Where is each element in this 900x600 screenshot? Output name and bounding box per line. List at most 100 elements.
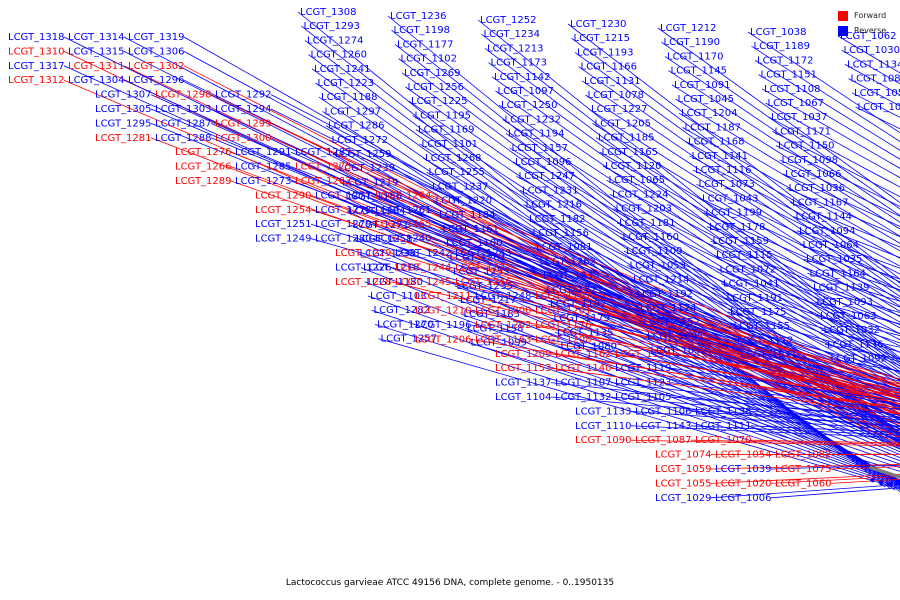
gene-leader-line <box>551 317 900 435</box>
gene-leader-line <box>630 279 900 380</box>
gene-label: LCGT_1132 <box>555 392 612 403</box>
legend-item-reverse: Reverse <box>838 23 886 38</box>
gene-label: LCGT_1071 <box>741 350 798 361</box>
gene-label: LCGT_1217 <box>460 295 517 306</box>
gene-leader-line <box>357 253 900 482</box>
reverse-swatch <box>838 25 848 36</box>
gene-leader-line <box>502 119 900 375</box>
gene-leader-line <box>481 33 900 361</box>
gene-leader-line <box>634 293 900 388</box>
gene-leader-line <box>447 257 900 453</box>
gene-label: LCGT_1102 <box>401 54 458 65</box>
gene-leader-line <box>530 324 900 399</box>
gene-label: LCGT_1185 <box>598 133 655 144</box>
gene-label: LCGT_1172 <box>757 55 814 66</box>
gene-label: LCGT_1108 <box>764 84 821 95</box>
gene-leader-line <box>310 238 900 408</box>
gene-label: LCGT_1218 <box>363 263 420 274</box>
gene-leader-line <box>412 115 900 435</box>
gene-label: LCGT_1216 <box>526 200 583 211</box>
gene-label: LCGT_1199 <box>706 208 763 219</box>
gene-label: LCGT_1228 <box>335 277 392 288</box>
gene-leader-line <box>450 252 900 391</box>
gene-label: LCGT_1196 <box>415 320 472 331</box>
gene-labels: LCGT_1308 LCGT_1293 LCGT_1274 LCGT_1260 LCGT… <box>8 7 900 504</box>
gene-label: LCGT_1197 <box>550 299 607 310</box>
gene-label: LCGT_1250 <box>501 100 558 111</box>
gene-label: LCGT_1264 <box>375 190 432 201</box>
gene-label: LCGT_1087 <box>635 435 692 446</box>
gene-leader-line <box>468 342 900 472</box>
gene-label: LCGT_1090 <box>575 435 632 446</box>
gene-leader-line <box>670 367 900 402</box>
gene-label: LCGT_1186 <box>346 192 403 203</box>
gene-label: LCGT_1029 <box>655 493 712 504</box>
gene-label: LCGT_1143 <box>635 421 692 432</box>
gene-label: LCGT_1097 <box>498 86 555 97</box>
gene-leader-line <box>750 425 900 433</box>
gene-leader-line <box>772 131 900 198</box>
gene-label: LCGT_1099 <box>471 338 528 349</box>
gene-label: LCGT_1041 <box>723 279 780 290</box>
gene-leader-line <box>394 44 900 434</box>
gene-label: LCGT_1154 <box>615 349 672 360</box>
gene-label: LCGT_1091 <box>674 80 731 91</box>
gene-label: LCGT_1300 <box>215 133 272 144</box>
gene-label: LCGT_1175 <box>730 307 787 318</box>
gene-leader-line <box>391 29 900 434</box>
gene-label: LCGT_1151 <box>761 70 818 81</box>
gene-leader-line <box>461 313 900 465</box>
gene-label: LCGT_1213 <box>487 43 544 54</box>
gene-label: LCGT_1272 <box>332 135 389 146</box>
gene-label: LCGT_1093 <box>817 297 874 308</box>
gene-label: LCGT_1201 <box>535 306 592 317</box>
gene-label: LCGT_1187 <box>685 122 742 133</box>
gene-label: LCGT_1190 <box>664 37 721 48</box>
gene-label: LCGT_1152 <box>644 317 701 328</box>
gene-label: LCGT_1156 <box>533 228 590 239</box>
gene-label: LCGT_1092 <box>831 354 888 365</box>
gene-label: LCGT_1204 <box>681 108 738 119</box>
gene-leader-line <box>550 367 900 415</box>
gene-leader-line <box>685 141 900 259</box>
gene-leader-line <box>510 252 900 381</box>
gene-leader-line <box>488 62 900 365</box>
gene-label: LCGT_1231 <box>522 185 579 196</box>
gene-label: LCGT_1066 <box>785 169 842 180</box>
gene-label: LCGT_1160 <box>623 232 680 243</box>
map-caption: Lactococcus garvieae ATCC 49156 DNA, com… <box>285 578 615 588</box>
gene-label: LCGT_1043 <box>702 193 759 204</box>
gene-label: LCGT_1269 <box>404 68 461 79</box>
gene-label: LCGT_1139 <box>813 283 870 294</box>
gene-label: LCGT_1176 <box>535 320 592 331</box>
gene-leader-line <box>210 123 900 421</box>
gene-label: LCGT_1020 <box>715 478 772 489</box>
gene-label: LCGT_1315 <box>68 46 125 57</box>
gene-leader-line <box>63 79 900 439</box>
gene-label: LCGT_1211 <box>415 291 472 302</box>
gene-label: LCGT_1173 <box>491 58 548 69</box>
gene-leader-line <box>450 267 900 394</box>
gene-label: LCGT_1070 <box>695 435 752 446</box>
gene-leader-line <box>270 94 900 421</box>
gene-label: LCGT_1236 <box>390 11 447 22</box>
gene-label: LCGT_1252 <box>480 15 537 26</box>
gene-label: LCGT_1239 <box>339 163 396 174</box>
gene-label: LCGT_1073 <box>699 179 756 190</box>
gene-label: LCGT_1292 <box>215 90 272 101</box>
gene-leader-line <box>270 137 900 412</box>
gene-label: LCGT_1179 <box>554 313 611 324</box>
gene-leader-line <box>430 195 900 387</box>
gene-leader-line <box>498 104 900 372</box>
gene-label: LCGT_1058 <box>854 88 900 99</box>
gene-label: LCGT_1136 <box>827 339 884 350</box>
gene-label: LCGT_1165 <box>602 147 659 158</box>
gene-leader-line <box>495 90 900 370</box>
gene-label: LCGT_1208 <box>535 334 592 345</box>
gene-label: LCGT_1064 <box>803 240 860 251</box>
gene-leader-line <box>574 52 900 288</box>
gene-leader-line <box>350 166 900 399</box>
gene-label: LCGT_1028 <box>858 102 900 113</box>
gene-leader-line <box>761 88 900 169</box>
